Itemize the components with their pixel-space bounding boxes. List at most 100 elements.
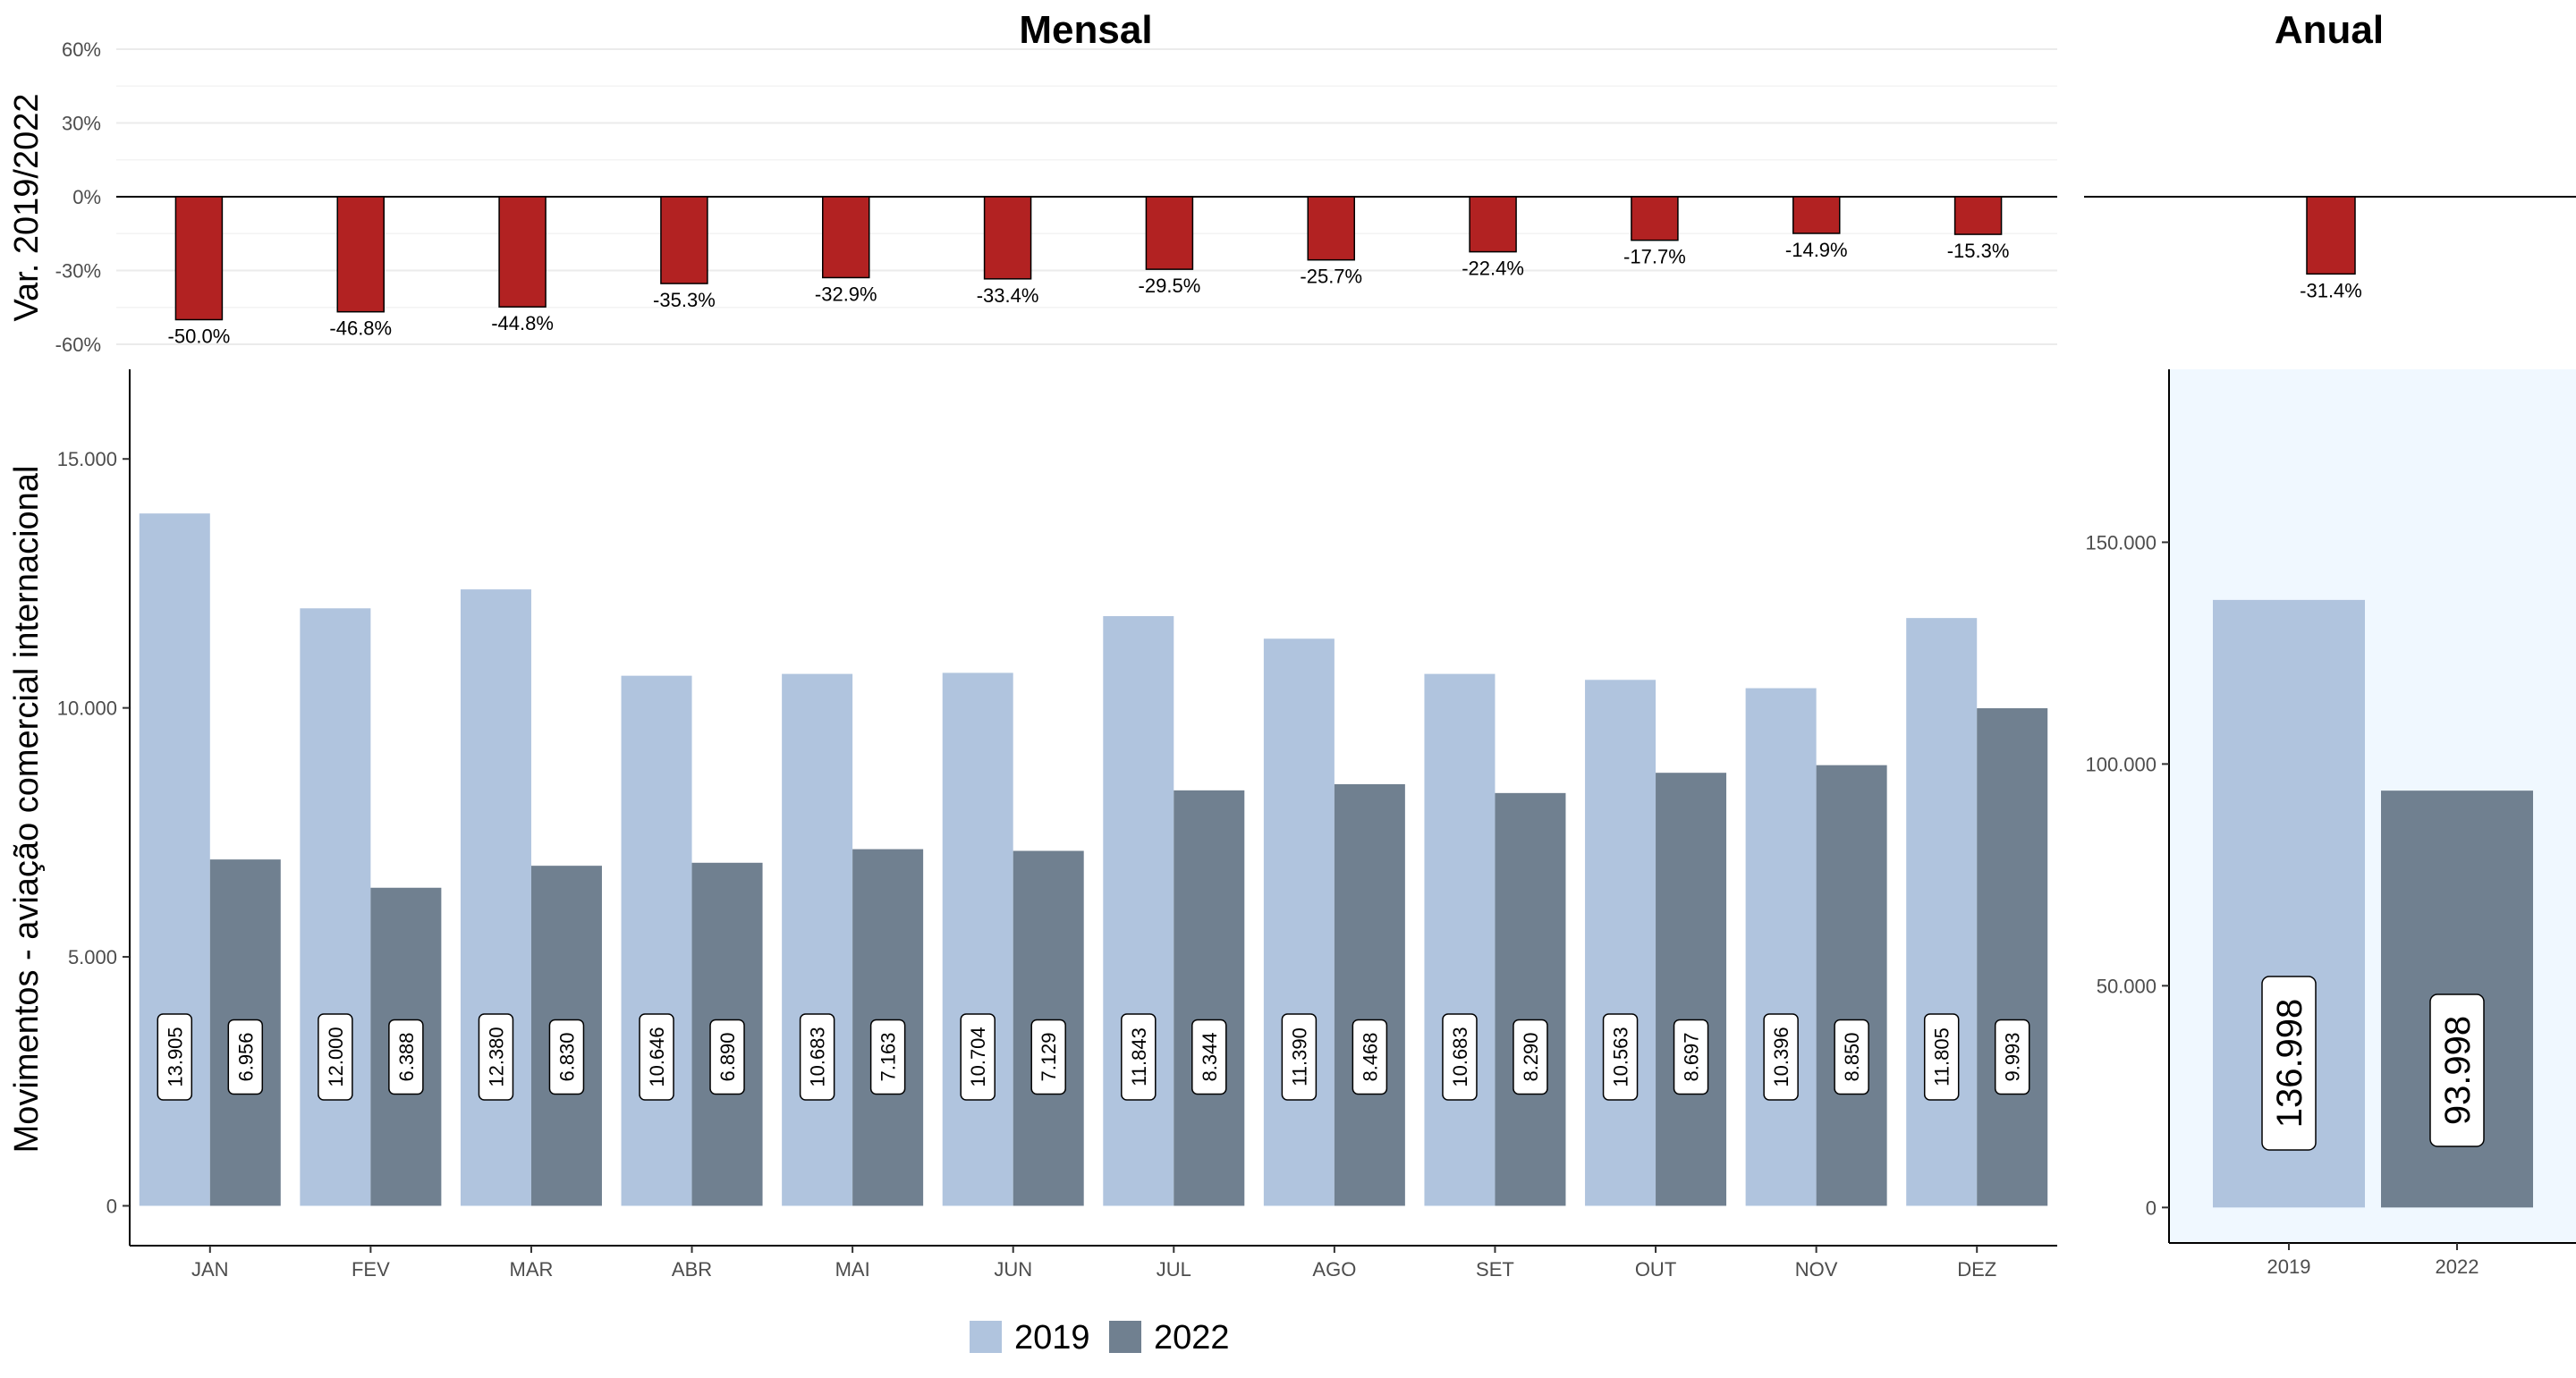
variation-bar-jun [983,196,1032,280]
value-label-text: 12.000 [325,1027,347,1086]
variation-bar-fev [336,196,385,313]
variation-label-jan: -50.0% [168,325,231,348]
x-tick-label-mai: MAI [835,1258,870,1281]
bottom-y-tick-label: 10.000 [57,697,117,720]
x-tick-label-dez: DEZ [1957,1258,1996,1281]
monthly-panel-title: Mensal [1019,8,1152,52]
value-label-box [1191,1019,1227,1095]
value-label-text: 7.163 [877,1032,900,1081]
variation-label-mar: -44.8% [491,312,554,334]
value-label-2019-out: 10.563 [1602,1013,1639,1101]
value-label-box [478,1013,514,1101]
value-label-text: 7.129 [1038,1032,1060,1081]
value-label-box [639,1013,674,1101]
variation-bar-abr [660,196,708,284]
x-tick-label-out: OUT [1635,1258,1676,1281]
value-label-text: 6.388 [395,1032,418,1081]
value-label-text: 10.683 [1449,1027,1471,1086]
bar-2019-mar [460,589,531,1206]
annual-y-tick-label: 100.000 [2085,753,2157,775]
value-label-box [1834,1019,1869,1095]
monthly-movements-panel: 0 5.000 10.000 15.000 JAN 13.905 6.956 FEV 12.00… [57,369,2057,1281]
bar-2019-dez [1906,618,1978,1206]
value-label-box [318,1013,353,1101]
x-tick-label-jun: JUN [994,1258,1032,1281]
variation-label-jun: -33.4% [977,284,1039,307]
value-label-2022-set: 8.290 [1513,1019,1548,1095]
value-label-2022-jan: 6.956 [227,1019,264,1095]
annual-y-tick-label: 150.000 [2085,531,2157,554]
bar-2022-out [1656,773,1727,1206]
value-label-2022-abr: 6.890 [709,1019,745,1095]
value-label-2022-mar: 6.830 [548,1019,585,1095]
annual-value-label-box [2429,993,2485,1147]
value-label-text: 9.993 [2002,1032,2024,1081]
bar-2022-dez [1977,708,2048,1206]
value-label-text: 8.850 [1841,1032,1863,1081]
bar-2019-jun [942,672,1013,1206]
legend-label-2022: 2022 [1154,1319,1230,1357]
value-label-text: 10.396 [1770,1027,1792,1086]
variation-bar-mai [822,196,870,279]
bar-2022-nov [1816,765,1887,1206]
monthly-variation-panel: -60% -30% 0% 30% 60% -50.0% -46.8% -44.8% -35.3%… [55,38,2057,356]
value-label-box [1994,1019,2030,1095]
variation-label-jul: -29.5% [1139,275,1201,297]
bar-2019-nov [1745,688,1817,1206]
value-label-box [799,1013,835,1101]
annual-x-tick-label-2022: 2022 [2436,1255,2479,1278]
value-label-box [1352,1019,1388,1095]
annual-variation-panel: -31.4% [2084,196,2576,301]
bar-2019-abr [621,675,692,1206]
top-y-tick-label: -60% [55,334,101,356]
variation-bar-dez [1953,196,2003,235]
annual-y-tick-label: 0 [2146,1196,2157,1219]
value-label-box [1673,1019,1709,1095]
x-tick-label-set: SET [1476,1258,1514,1281]
x-tick-label-ago: AGO [1312,1258,1356,1281]
value-label-box [1030,1019,1066,1095]
value-label-box [1121,1013,1157,1101]
annual-value-label-2022: 93.998 [2429,993,2485,1147]
variation-label-dez: -15.3% [1947,240,2010,262]
value-label-2019-nov: 10.396 [1763,1013,1799,1101]
value-label-box [1281,1013,1318,1101]
legend-swatch-2019 [970,1321,1002,1353]
value-label-text: 6.956 [234,1032,257,1081]
value-label-text: 11.390 [1288,1027,1310,1086]
variation-label-fev: -46.8% [329,317,392,340]
value-label-text: 11.805 [1931,1027,1953,1086]
value-label-2019-set: 10.683 [1442,1013,1478,1101]
value-label-text: 10.563 [1610,1027,1632,1086]
bar-2019-mai [782,673,853,1206]
value-label-box [548,1019,585,1095]
value-label-2019-jan: 13.905 [157,1013,193,1101]
annual-x-tick-label-2019: 2019 [2267,1255,2311,1278]
bar-2019-jan [139,513,210,1206]
annual-value-label-2019: 136.998 [2261,976,2317,1151]
value-label-text: 8.697 [1681,1032,1703,1081]
value-label-2022-jun: 7.129 [1030,1019,1066,1095]
annual-movements-panel: 0 50.000 100.000 150.000 2019 136.998 2022 93.9… [2085,369,2576,1278]
value-label-2022-out: 8.697 [1673,1019,1709,1095]
bottom-y-tick-label: 15.000 [57,448,117,470]
value-label-2019-mar: 12.380 [478,1013,514,1101]
value-label-text: 8.468 [1359,1032,1381,1081]
bar-2019-set [1424,673,1496,1206]
x-tick-label-jan: JAN [191,1258,229,1281]
value-label-2019-jun: 10.704 [960,1013,996,1101]
bar-2022-ago [1334,783,1405,1206]
bar-2022-jul [1174,790,1245,1206]
bar-2022-set [1495,792,1566,1206]
top-y-tick-label: 0% [72,186,101,208]
x-tick-label-fev: FEV [352,1258,390,1281]
value-label-text: 8.290 [1520,1032,1542,1081]
value-label-text: 10.646 [646,1027,668,1086]
variation-bar-nov [1792,196,1841,234]
x-tick-label-nov: NOV [1795,1258,1838,1281]
value-label-text: 12.380 [485,1027,507,1086]
value-label-text: 11.843 [1128,1027,1150,1086]
value-label-2019-jul: 11.843 [1121,1013,1157,1101]
variation-bar-set [1469,196,1517,253]
variation-label-out: -17.7% [1623,246,1686,268]
